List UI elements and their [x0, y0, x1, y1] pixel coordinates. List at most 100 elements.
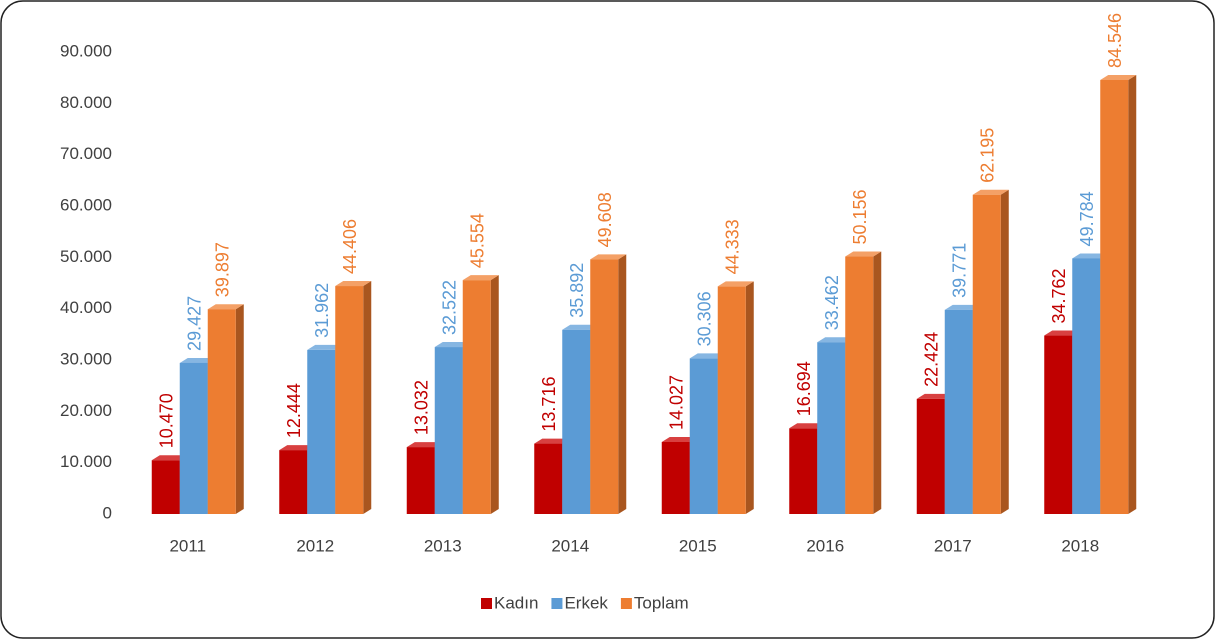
bar — [462, 280, 491, 514]
bar-side — [873, 251, 882, 514]
bar — [590, 259, 619, 514]
y-tick-label: 50.000 — [60, 247, 112, 266]
bar — [972, 194, 1001, 514]
bar — [789, 428, 818, 514]
bar-top — [434, 342, 471, 348]
legend-swatch — [481, 598, 492, 609]
value-label: 30.306 — [695, 291, 715, 346]
bar — [1044, 335, 1073, 514]
bar-side — [1000, 189, 1009, 514]
bar-top — [207, 304, 244, 310]
y-tick-label: 70.000 — [60, 144, 112, 163]
y-tick-label: 80.000 — [60, 93, 112, 112]
bar-top — [1100, 74, 1137, 80]
bar — [335, 286, 364, 514]
bar-top — [845, 251, 882, 257]
bar — [845, 256, 874, 514]
bar — [151, 460, 180, 514]
y-tick-label: 30.000 — [60, 349, 112, 368]
y-tick-label: 20.000 — [60, 401, 112, 420]
y-tick-label: 90.000 — [60, 41, 112, 60]
bar-top — [1044, 330, 1081, 336]
bar-top — [661, 436, 698, 442]
bar-top — [462, 275, 499, 281]
bar — [434, 347, 463, 514]
x-tick-label: 2015 — [679, 536, 717, 555]
bar-side — [490, 275, 499, 514]
bar-side — [363, 281, 372, 514]
bar — [1072, 258, 1101, 514]
value-label: 22.424 — [922, 332, 942, 387]
bar-top — [817, 337, 854, 343]
bar-top — [944, 304, 981, 310]
bar-top — [590, 254, 627, 260]
value-label: 49.608 — [595, 192, 615, 247]
legend-swatch — [551, 598, 563, 609]
value-label: 29.427 — [185, 296, 205, 351]
bar-side — [618, 254, 627, 515]
bar-top — [789, 423, 826, 429]
bar — [916, 398, 945, 514]
bar — [279, 450, 308, 514]
bar-top — [307, 344, 344, 350]
value-label: 12.444 — [284, 383, 304, 438]
value-label: 13.716 — [539, 377, 559, 432]
bar — [179, 362, 208, 514]
x-tick-label: 2017 — [934, 536, 972, 555]
value-label: 14.027 — [667, 375, 687, 430]
bar-top — [1072, 253, 1109, 259]
bar-top — [916, 393, 953, 399]
legend-label: Kadın — [494, 593, 538, 612]
value-label: 16.694 — [794, 361, 814, 416]
y-tick-label: 0 — [103, 503, 112, 522]
value-label: 44.333 — [723, 219, 743, 274]
bar — [817, 342, 846, 514]
bar-top — [689, 353, 726, 359]
legend-label: Toplam — [634, 593, 689, 612]
legend-swatch — [620, 598, 632, 609]
value-label: 84.546 — [1105, 13, 1125, 68]
value-label: 33.462 — [822, 275, 842, 330]
value-label: 31.962 — [312, 283, 332, 338]
bar — [661, 441, 690, 514]
value-label: 10.470 — [157, 393, 177, 448]
bar — [717, 286, 746, 514]
bar-side — [235, 304, 244, 514]
value-label: 50.156 — [850, 189, 870, 244]
y-tick-label: 10.000 — [60, 452, 112, 471]
bar-side — [745, 281, 754, 514]
bar-side — [1128, 74, 1137, 515]
bar-top — [534, 438, 571, 444]
legend-label: Erkek — [564, 593, 608, 612]
value-label: 45.554 — [468, 213, 488, 268]
bar — [406, 447, 435, 514]
value-label: 39.897 — [213, 242, 233, 297]
x-tick-label: 2012 — [296, 536, 334, 555]
x-tick-label: 2013 — [424, 536, 462, 555]
bar — [944, 309, 973, 514]
bar-top — [972, 189, 1009, 195]
y-tick-label: 60.000 — [60, 195, 112, 214]
bar — [1100, 79, 1129, 515]
bar-top — [717, 281, 754, 287]
value-label: 13.032 — [412, 380, 432, 435]
x-tick-label: 2011 — [169, 536, 206, 555]
value-label: 34.762 — [1049, 268, 1069, 323]
bar — [534, 443, 563, 514]
x-tick-label: 2018 — [1061, 536, 1099, 555]
bar-top — [562, 324, 599, 330]
value-label: 44.406 — [340, 219, 360, 274]
value-label: 35.892 — [567, 263, 587, 318]
y-tick-label: 40.000 — [60, 298, 112, 317]
bar-top — [335, 281, 372, 287]
value-label: 49.784 — [1077, 191, 1097, 246]
bar — [307, 349, 336, 514]
bar — [207, 309, 236, 514]
value-label: 32.522 — [440, 280, 460, 335]
value-label: 62.195 — [978, 128, 998, 183]
value-label: 39.771 — [950, 243, 970, 298]
bar-top — [151, 455, 188, 461]
x-tick-label: 2016 — [806, 536, 844, 555]
bar — [562, 329, 591, 514]
